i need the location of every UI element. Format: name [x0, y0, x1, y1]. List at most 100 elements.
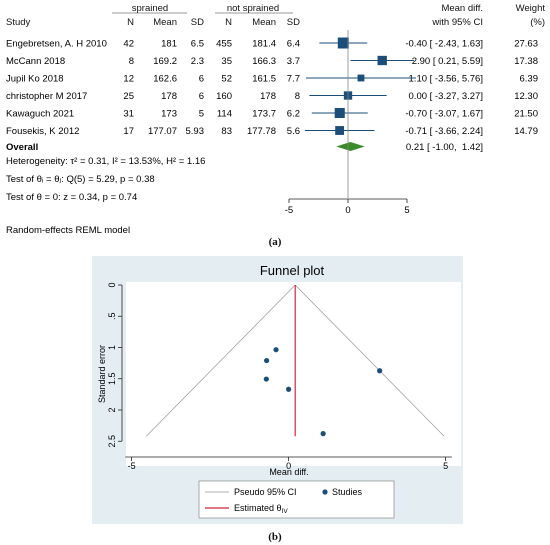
header-md-line1: Mean diff.: [441, 3, 483, 14]
legend-studies: Studies: [332, 487, 363, 497]
study-mean2: 181.4: [252, 39, 276, 50]
study-name: McCann 2018: [6, 56, 65, 67]
header-group1: sprained: [132, 3, 168, 14]
study-n1: 31: [123, 109, 134, 120]
study-mean1: 173: [161, 109, 177, 120]
header-n1: N: [127, 17, 134, 28]
study-n1: 8: [129, 56, 134, 67]
study-mean1: 177.07: [148, 126, 177, 137]
header-n2: N: [225, 17, 232, 28]
header-mean2: Mean: [252, 17, 276, 28]
study-n1: 17: [123, 126, 134, 137]
overall-label: Overall: [6, 142, 38, 153]
study-mean2: 161.5: [252, 74, 276, 85]
study-name: Kawaguch 2021: [6, 109, 74, 120]
pseudo-ci-right: [294, 284, 445, 437]
study-mean1: 181: [161, 39, 177, 50]
model-text: Random-effects REML model: [6, 225, 130, 236]
legend-pseudo-ci: Pseudo 95% CI: [234, 487, 297, 497]
study-weight: 27.63: [514, 39, 538, 50]
funnel-pseudo-ci: [146, 284, 445, 437]
study-n2: 160: [216, 91, 232, 102]
header-sd2: SD: [287, 17, 300, 28]
funnel-ylabel: Standard error: [97, 345, 107, 403]
overall-diamond: [336, 142, 365, 151]
funnel-y-axis: 0 .5 1 1.5 2 2.5: [107, 282, 123, 448]
header-weight-line2: (%): [530, 17, 545, 28]
study-sd1: 6.5: [191, 39, 204, 50]
forest-rows: Engebretsen, A. H 2010 42 181 6.5 455 181.4 6.…: [6, 37, 539, 137]
study-mean1: 178: [161, 91, 177, 102]
study-effect-marker: [357, 74, 365, 82]
study-effect-marker: [377, 55, 387, 66]
study-sd2: 7.7: [287, 74, 300, 85]
caption-b: (b): [268, 531, 282, 543]
funnel-plot: Funnel plot 0 .5 1 1.5 2 2.5 -5 0 5 Standard er…: [97, 263, 461, 519]
study-n1: 25: [123, 91, 134, 102]
header-weight-line1: Weight: [516, 3, 546, 14]
header-md-line2: with 95% CI: [431, 17, 483, 28]
funnel-x-tick-label: -5: [128, 461, 136, 471]
study-n1: 42: [123, 39, 134, 50]
study-sd2: 3.7: [287, 56, 300, 67]
study-mean1: 169.2: [153, 56, 177, 67]
funnel-plot-area: [126, 282, 461, 466]
header-study: Study: [6, 17, 31, 28]
funnel-study-point: [263, 376, 269, 382]
header-group2: not sprained: [227, 3, 279, 14]
funnel-y-tick-label: 0: [107, 282, 117, 287]
study-sd2: 6.2: [287, 109, 300, 120]
study-weight: 6.39: [520, 74, 539, 85]
study-ci-text: -0.70 [ -3.07, 1.67]: [405, 109, 483, 120]
study-sd1: 6: [199, 74, 204, 85]
funnel-y-tick-label: .5: [107, 312, 117, 320]
funnel-panel: Funnel plot 0 .5 1 1.5 2 2.5 -5 0 5 Standard er…: [92, 256, 463, 524]
funnel-x-tick-label: 5: [443, 461, 448, 471]
header-sd1: SD: [191, 17, 204, 28]
funnel-legend: Pseudo 95% CI Studies Estimated θIV: [198, 480, 395, 519]
funnel-y-tick-label: 1: [107, 345, 117, 350]
funnel-title: Funnel plot: [260, 263, 325, 278]
test-theta-text: Test of θ = 0: z = 0.34, p = 0.74: [6, 192, 137, 203]
study-sd2: 6.4: [287, 39, 300, 50]
study-n2: 83: [221, 126, 232, 137]
study-ci-text: -0.40 [ -2.43, 1.63]: [405, 39, 483, 50]
study-sd1: 6: [199, 91, 204, 102]
study-ci-text: 1.10 [ -3.56, 5.76]: [409, 74, 483, 85]
study-sd1: 5.93: [186, 126, 205, 137]
study-n2: 114: [217, 109, 232, 120]
overall-ci-text: 0.21 [ -1.00, 1.42]: [406, 142, 483, 153]
funnel-study-point: [377, 368, 383, 374]
funnel-y-tick-label: 1.5: [107, 372, 117, 385]
study-n2: 52: [221, 74, 232, 85]
forest-x-axis: -5 0 5: [285, 198, 410, 216]
funnel-y-tick-label: 2.5: [107, 435, 117, 448]
study-ci-text: -0.71 [ -3.66, 2.24]: [405, 126, 483, 137]
funnel-x-tick-label: 0: [286, 461, 291, 471]
study-name: Fousekis, K 2012: [6, 126, 79, 137]
study-weight: 21.50: [514, 109, 538, 120]
study-sd2: 8: [295, 91, 300, 102]
study-mean2: 178: [260, 91, 276, 102]
study-mean2: 166.3: [252, 56, 276, 67]
legend-studies-swatch: [322, 489, 328, 495]
funnel-y-tick-label: 2: [107, 407, 117, 412]
legend-estimated: Estimated θIV: [234, 503, 288, 515]
pseudo-ci-left: [146, 284, 296, 437]
study-n2: 35: [221, 56, 232, 67]
study-weight: 12.30: [514, 91, 538, 102]
study-sd1: 2.3: [191, 56, 204, 67]
header-mean1: Mean: [153, 17, 177, 28]
funnel-study-point: [286, 386, 292, 392]
study-sd2: 5.6: [287, 126, 300, 137]
study-mean1: 162.6: [153, 74, 177, 85]
study-effect-marker: [334, 107, 345, 119]
funnel-x-axis: -5 0 5: [125, 456, 452, 471]
funnel-points: [263, 347, 383, 437]
study-sd1: 5: [199, 109, 204, 120]
forest-x-tick-label: -5: [285, 205, 293, 216]
caption-a: (a): [268, 236, 282, 248]
study-weight: 17.38: [514, 56, 538, 67]
funnel-study-point: [273, 347, 279, 353]
study-n2: 455: [216, 39, 232, 50]
